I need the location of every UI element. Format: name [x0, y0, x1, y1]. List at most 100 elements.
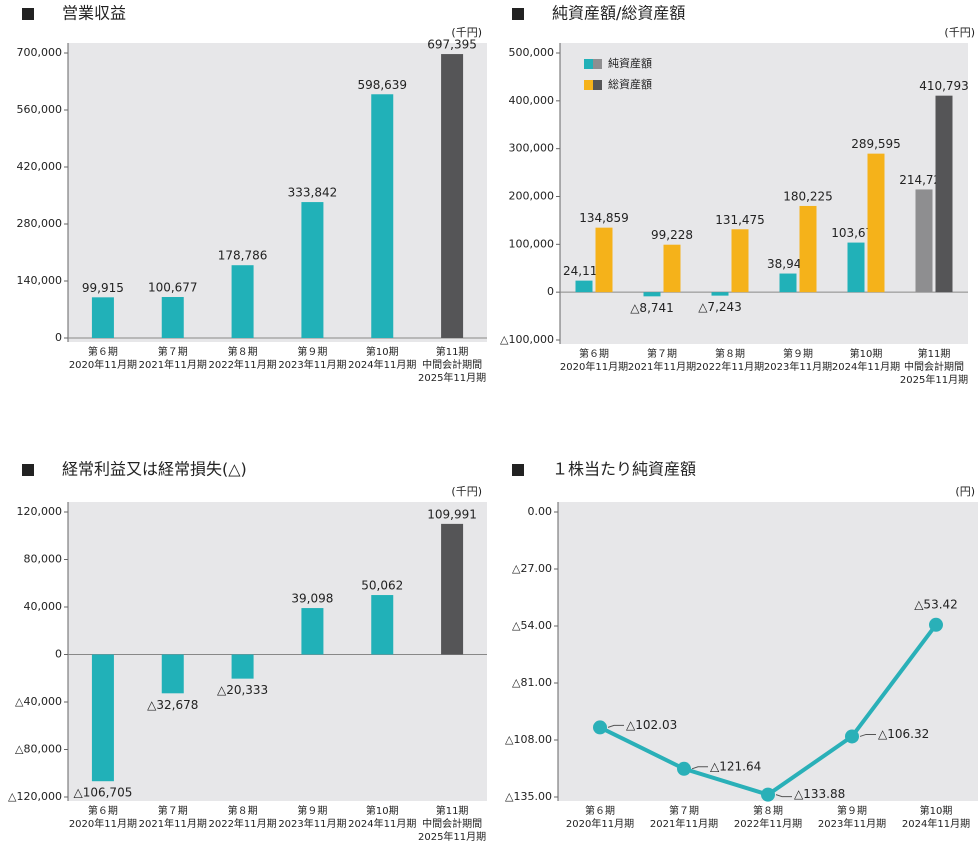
leader-line: [859, 733, 876, 737]
bar: [441, 54, 464, 338]
x-tick-label: 第６期 2020年11月期: [560, 347, 628, 373]
value-label: 99,915: [82, 281, 124, 295]
x-tick-label: 第11期中間会計期間 2025年11月期: [900, 347, 968, 386]
y-tick-label: △80,000: [15, 743, 62, 756]
bar: [301, 608, 324, 655]
x-tick-label: 第８期 2022年11月期: [696, 347, 764, 373]
value-label: 131,475: [715, 213, 765, 227]
y-tick-label: 0: [55, 648, 62, 661]
bar: [867, 153, 885, 293]
x-tick-line: 2020年11月期: [560, 360, 628, 373]
x-tick-line: 第８期: [228, 345, 258, 358]
x-tick-line: 2023年11月期: [278, 358, 346, 371]
bar: [231, 654, 254, 679]
x-tick-line: 第９期: [297, 345, 327, 358]
title-square: [512, 464, 524, 476]
x-tick-line: 第６期: [88, 345, 118, 358]
x-tick-line: 第９期: [783, 347, 813, 360]
bar: [731, 229, 749, 293]
bar: [91, 297, 114, 338]
unit-label: (千円): [944, 26, 975, 39]
x-tick-line: 2021年11月期: [628, 360, 696, 373]
x-tick-line: 2024年11月期: [832, 360, 900, 373]
x-tick-label: 第９期 2023年11月期: [818, 804, 886, 830]
leader-line: [691, 766, 708, 770]
value-label: 598,639: [357, 78, 407, 92]
x-tick-label: 第７期 2021年11月期: [628, 347, 696, 373]
x-tick-line: 第11期: [918, 347, 951, 360]
bar: [915, 189, 933, 293]
x-tick-line: 中間会計期間: [422, 358, 482, 371]
plot-background: [68, 43, 487, 342]
x-tick-label: 第10期 2024年11月期: [348, 804, 416, 830]
x-tick-line: 2023年11月期: [764, 360, 832, 373]
x-tick-line: 2022年11月期: [696, 360, 764, 373]
y-tick-label: △54.00: [512, 619, 552, 632]
point: [845, 729, 859, 744]
x-tick-line: 2024年11月期: [348, 817, 416, 830]
x-tick-line: 第８期: [753, 804, 783, 817]
value-label: △53.42: [914, 597, 958, 611]
y-tick-label: △40,000: [15, 695, 62, 708]
value-label: 333,842: [288, 186, 338, 200]
bar: [847, 242, 865, 293]
legend-swatch: [593, 80, 602, 90]
legend-swatch: [584, 59, 593, 69]
plot-background: [558, 502, 978, 801]
value-label: △8,741: [630, 301, 674, 315]
y-tick-label: 100,000: [509, 237, 555, 250]
unit-label: (円): [955, 485, 975, 498]
value-label: △20,333: [217, 683, 268, 697]
x-tick-label: 第７期 2021年11月期: [139, 804, 207, 830]
value-label: 178,786: [218, 249, 268, 263]
bar: [595, 227, 613, 293]
y-tick-label: △135.00: [505, 790, 552, 803]
x-tick-label: 第８期 2022年11月期: [208, 804, 276, 830]
chart-title: 営業収益: [62, 4, 126, 23]
value-label: 39,098: [291, 592, 333, 606]
y-tick-label: 500,000: [509, 46, 555, 59]
chart-title: 経常利益又は経常損失(△): [62, 460, 247, 479]
x-tick-label: 第６期 2020年11月期: [69, 804, 137, 830]
value-label: 697,395: [427, 38, 477, 52]
x-tick-label: 第６期 2020年11月期: [69, 345, 137, 371]
x-tick-line: 第11期: [436, 804, 469, 817]
value-label: △102.03: [626, 718, 677, 732]
value-label: 24,116: [563, 264, 605, 278]
bar: [643, 292, 661, 297]
leader-line: [775, 794, 792, 798]
legend-label: 純資産額: [608, 57, 652, 70]
x-tick-line: 2021年11月期: [650, 817, 718, 830]
x-tick-line: 第７期: [669, 804, 699, 817]
x-tick-line: 2022年11月期: [208, 358, 276, 371]
x-tick-label: 第10期 2024年11月期: [348, 345, 416, 371]
x-tick-line: 第８期: [228, 804, 258, 817]
x-tick-line: 2022年11月期: [208, 817, 276, 830]
y-tick-label: △100,000: [500, 333, 554, 346]
x-tick-label: 第７期 2021年11月期: [650, 804, 718, 830]
legend-swatch: [584, 80, 593, 90]
chart-title: 純資産額/総資産額: [552, 4, 685, 23]
bar: [779, 273, 797, 293]
value-label: 410,793: [919, 79, 969, 93]
x-tick-line: 中間会計期間: [904, 360, 964, 373]
y-tick-label: 120,000: [17, 505, 63, 518]
unit-label: (千円): [451, 26, 482, 39]
x-tick-line: 第８期: [715, 347, 745, 360]
point: [929, 617, 943, 632]
x-tick-line: 第７期: [647, 347, 677, 360]
x-tick-label: 第11期中間会計期間 2025年11月期: [418, 345, 486, 384]
y-tick-label: 560,000: [17, 103, 63, 116]
y-tick-label: △27.00: [512, 562, 552, 575]
x-tick-label: 第11期中間会計期間 2025年11月期: [418, 804, 486, 843]
x-tick-line: 2021年11月期: [139, 817, 207, 830]
value-label: △106,705: [73, 786, 132, 800]
x-tick-label: 第９期 2023年11月期: [764, 347, 832, 373]
title-square: [22, 8, 34, 20]
x-tick-line: 2025年11月期: [418, 830, 486, 843]
value-label: 99,228: [651, 228, 693, 242]
y-tick-label: 300,000: [509, 142, 555, 155]
x-tick-line: 第６期: [579, 347, 609, 360]
point: [761, 787, 775, 802]
x-tick-label: 第６期 2020年11月期: [566, 804, 634, 830]
